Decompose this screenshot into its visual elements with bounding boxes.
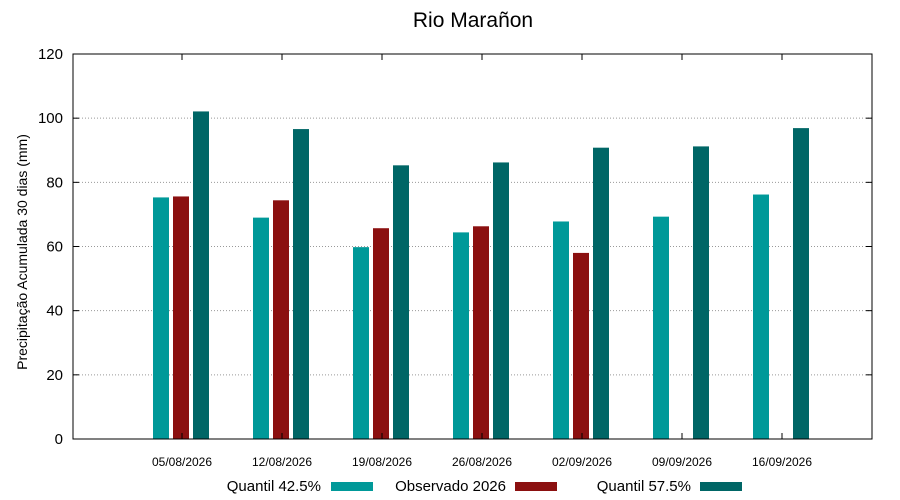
bar-quantil-42-5--0	[153, 197, 169, 439]
x-tick-label: 02/09/2026	[552, 455, 612, 469]
x-tick-label: 05/08/2026	[152, 455, 212, 469]
x-tick-label: 19/08/2026	[352, 455, 412, 469]
x-tick-label: 12/08/2026	[252, 455, 312, 469]
y-tick-label: 40	[46, 303, 63, 320]
bar-quantil-57-5--6	[793, 128, 809, 440]
bar-observado-2026-3	[473, 226, 489, 439]
x-tick-label: 26/08/2026	[452, 455, 512, 469]
y-axis-ticks: 0 20 40 60 80 100 120	[38, 46, 872, 448]
bar-quantil-57-5--3	[493, 162, 509, 440]
bar-observado-2026-1	[273, 200, 289, 439]
x-axis-ticks: 05/08/2026 12/08/2026 19/08/2026 26/08/2026…	[152, 54, 812, 469]
bar-quantil-42-5--6	[753, 194, 769, 439]
x-tick-label: 09/09/2026	[652, 455, 712, 469]
y-tick-label: 80	[46, 174, 63, 191]
legend-swatch	[515, 482, 557, 491]
bar-quantil-42-5--4	[553, 221, 569, 439]
bar-quantil-57-5--0	[193, 111, 209, 439]
chart-title: Rio Marañon	[413, 9, 533, 32]
bar-quantil-42-5--2	[353, 247, 369, 439]
legend-swatch	[331, 482, 373, 491]
bars	[153, 111, 809, 440]
bar-quantil-42-5--3	[453, 232, 469, 439]
bar-observado-2026-4	[573, 252, 589, 439]
legend-label: Observado 2026	[395, 478, 506, 495]
legend-swatch	[700, 482, 742, 491]
y-tick-label: 0	[55, 431, 63, 448]
y-tick-label: 20	[46, 367, 63, 384]
bar-quantil-42-5--5	[653, 216, 669, 439]
legend-label: Quantil 42.5%	[227, 478, 321, 495]
y-axis-label: Precipitação Acumulada 30 dias (mm)	[14, 134, 30, 370]
y-tick-label: 60	[46, 239, 63, 256]
x-tick-label: 16/09/2026	[752, 455, 812, 469]
bar-observado-2026-0	[173, 196, 189, 439]
y-tick-label: 100	[38, 110, 63, 127]
y-tick-label: 120	[38, 46, 63, 63]
grid	[73, 117, 872, 376]
bar-observado-2026-2	[373, 228, 389, 439]
legend-label: Quantil 57.5%	[597, 478, 691, 495]
bar-quantil-57-5--1	[293, 129, 309, 439]
bar-quantil-42-5--1	[253, 217, 269, 439]
bar-quantil-57-5--2	[393, 165, 409, 439]
legend: Quantil 42.5% Observado 2026 Quantil 57.5%	[227, 478, 742, 495]
bar-quantil-57-5--5	[693, 146, 709, 439]
bar-quantil-57-5--4	[593, 147, 609, 439]
